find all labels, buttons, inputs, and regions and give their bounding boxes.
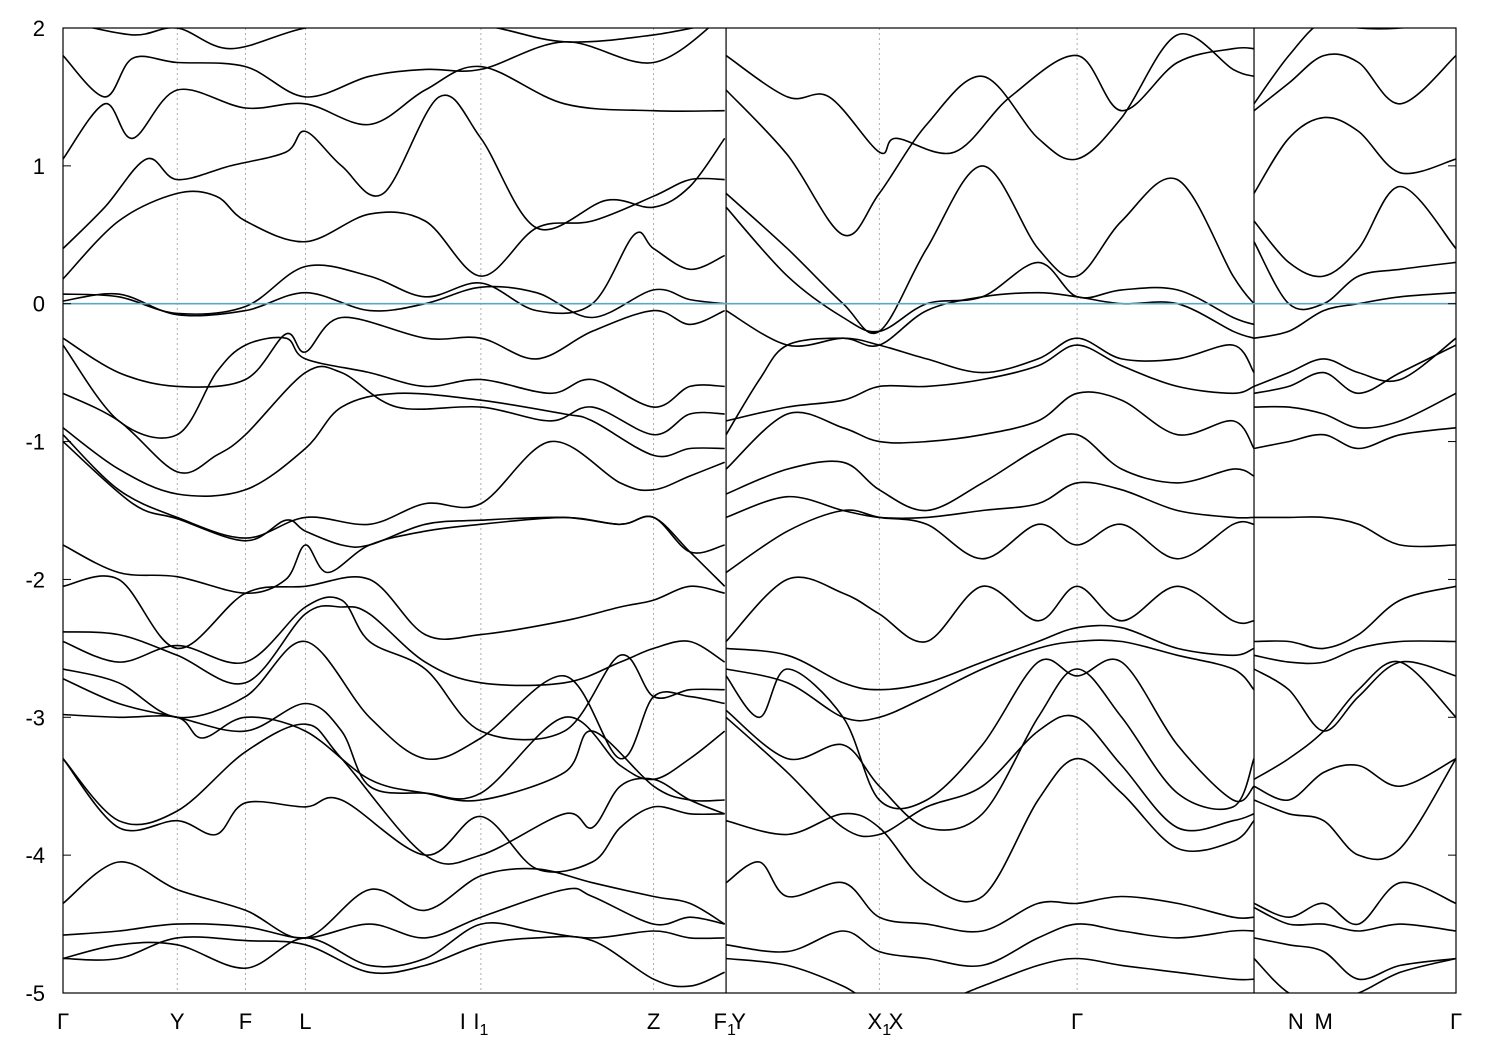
- x-tick-label: Z: [647, 1009, 660, 1034]
- band-line-48: [1253, 53, 1456, 112]
- band-line-53: [1253, 337, 1456, 388]
- y-tick-label: -4: [25, 843, 45, 868]
- band-line-66: [1253, 937, 1456, 981]
- y-tick-label: -2: [25, 567, 45, 592]
- band-line-62: [1253, 757, 1456, 801]
- plot-frame: [62, 27, 1457, 994]
- band-line-14: [63, 575, 725, 650]
- band-line-17: [63, 640, 725, 761]
- band-line-49: [1253, 116, 1456, 194]
- band-line-9: [63, 365, 725, 474]
- x-tick-label: Γ: [57, 1009, 69, 1034]
- band-line-30: [725, 291, 1255, 347]
- band-line-61: [1253, 660, 1456, 780]
- x-tick-label: F: [239, 1009, 252, 1034]
- band-line-3: [63, 94, 726, 250]
- y-tick-label: 0: [33, 292, 45, 317]
- band-line-24: [63, 922, 725, 970]
- band-line-58: [1253, 585, 1456, 650]
- band-line-60: [1253, 660, 1456, 732]
- x-tick-label: X: [889, 1009, 904, 1034]
- y-tick-label: -1: [25, 430, 45, 455]
- band-line-7: [63, 309, 726, 388]
- band-line-29: [725, 206, 1255, 333]
- band-line-1: [63, 28, 710, 98]
- band-line-51: [1253, 241, 1456, 311]
- band-line-26: [725, 46, 1255, 155]
- band-line-13: [63, 515, 726, 595]
- band-line-52: [1253, 291, 1456, 339]
- band-line-40: [725, 658, 1255, 810]
- band-line-55: [1253, 392, 1456, 429]
- band-lines: [63, 28, 1456, 993]
- x-tick-label: F1: [713, 1009, 735, 1039]
- band-line-15: [63, 604, 726, 687]
- band-line-5: [63, 231, 726, 315]
- band-line-37: [725, 576, 1255, 643]
- band-line-11: [63, 434, 725, 539]
- band-line-65: [1253, 906, 1456, 932]
- y-axis-ticks: 2 1 0 -1 -2 -3 -4 -5: [25, 16, 1456, 1006]
- x-tick-label: I: [460, 1009, 466, 1034]
- band-line-10: [63, 392, 725, 497]
- band-line-54: [1253, 344, 1456, 395]
- band-line-38: [726, 624, 1255, 691]
- band-line-45: [726, 923, 1255, 968]
- band-line-41: [725, 668, 1255, 831]
- band-line-64: [1253, 881, 1456, 926]
- band-line-33: [725, 391, 1255, 470]
- band-line-50: [1253, 185, 1456, 278]
- band-line-22: [63, 861, 726, 939]
- band-line-23: [63, 887, 725, 939]
- band-line-56: [1253, 427, 1456, 450]
- x-tick-label: Y: [731, 1009, 746, 1034]
- y-tick-label: 2: [33, 16, 45, 41]
- x-tick-label: I1: [473, 1009, 488, 1039]
- band-line-35: [725, 481, 1255, 520]
- x-axis-ticks: Γ Y F L I I1 Z F1Y X1X Γ N M Γ: [57, 1009, 1462, 1039]
- band-line-59: [1253, 640, 1456, 665]
- grid-lines: [176, 28, 1255, 993]
- band-line-42: [725, 714, 1255, 838]
- band-line-31: [725, 337, 1255, 436]
- x-tick-label: L: [299, 1009, 311, 1034]
- band-line-28: [725, 165, 1255, 335]
- x-tick-label: Y: [170, 1009, 185, 1034]
- band-line-43: [725, 757, 1255, 903]
- band-line-44: [725, 861, 1255, 933]
- band-line-39: [725, 639, 1255, 722]
- x-tick-label: Γ: [1450, 1009, 1462, 1034]
- x-tick-label: X1: [868, 1009, 892, 1039]
- y-tick-label: -3: [25, 705, 45, 730]
- band-line-16: [63, 596, 725, 741]
- band-line-0: [89, 28, 697, 50]
- band-line-27: [725, 32, 1255, 237]
- band-line-2: [63, 65, 725, 160]
- band-line-20: [63, 723, 725, 865]
- band-line-19: [63, 713, 725, 802]
- band-line-4: [63, 177, 725, 280]
- band-line-8: [63, 336, 725, 439]
- band-line-46: [726, 957, 1255, 993]
- y-tick-label: -5: [25, 981, 45, 1006]
- band-line-63: [1253, 758, 1456, 861]
- band-line-34: [725, 433, 1255, 512]
- x-tick-label: N: [1288, 1009, 1304, 1034]
- band-line-67: [1253, 957, 1456, 993]
- band-line-47: [1253, 28, 1410, 105]
- band-line-32: [725, 344, 1255, 422]
- y-tick-label: 1: [33, 154, 45, 179]
- band-line-25: [63, 935, 726, 988]
- x-tick-label: Γ: [1071, 1009, 1083, 1034]
- band-line-57: [1254, 516, 1456, 548]
- band-line-21: [63, 758, 725, 873]
- x-tick-label: M: [1315, 1009, 1333, 1034]
- band-line-36: [725, 509, 1255, 574]
